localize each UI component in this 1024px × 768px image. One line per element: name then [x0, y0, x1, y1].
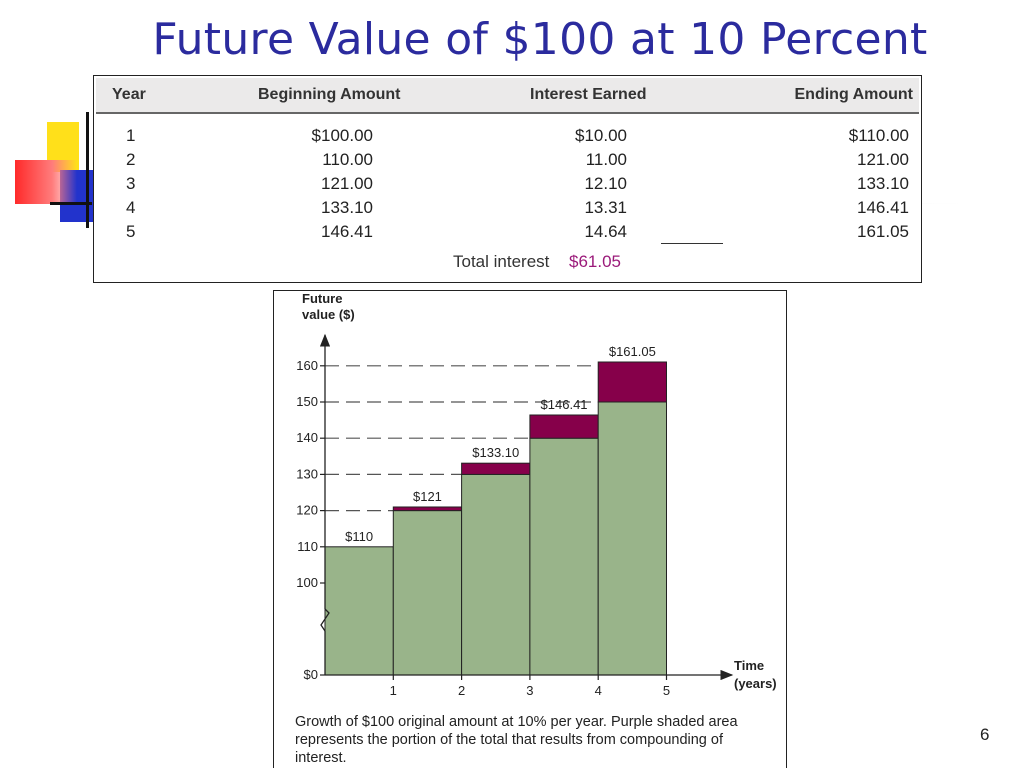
decor-red-gradient-square — [15, 160, 77, 204]
cell-beginning-amount: 121.00 — [321, 174, 373, 193]
data-label: $121 — [413, 489, 442, 504]
y-axis-title: Future — [302, 291, 342, 306]
cell-beginning-amount: $100.00 — [311, 126, 373, 145]
axis-break — [320, 608, 330, 632]
table-row: 2 110.00 11.00 121.00 — [94, 150, 921, 174]
decor-vertical-line — [86, 112, 89, 228]
bar-base — [461, 473, 531, 676]
cell-year: 1 — [126, 126, 136, 145]
x-tick-label: 3 — [526, 683, 533, 698]
bar-base — [597, 401, 668, 676]
cell-ending-amount: 146.41 — [857, 198, 909, 217]
cell-interest-earned: 12.10 — [584, 174, 627, 193]
header-ending-amount: Ending Amount — [794, 86, 914, 103]
bar-compound — [392, 506, 463, 512]
header-year: Year — [112, 86, 146, 103]
data-label: $133.10 — [472, 445, 519, 460]
x-tick-label: 4 — [595, 683, 602, 698]
cell-beginning-amount: 133.10 — [321, 198, 373, 217]
x-axis-title: Time — [734, 658, 764, 673]
bar-base — [392, 510, 463, 676]
cell-ending-amount: 161.05 — [857, 222, 909, 241]
x-tick-label: 1 — [390, 683, 397, 698]
table-row: 1 $100.00 $10.00 $110.00 — [94, 126, 921, 150]
x-tick-label: 2 — [458, 683, 465, 698]
cell-interest-earned: 11.00 — [585, 150, 627, 169]
cell-year: 3 — [126, 174, 136, 193]
cell-year: 4 — [126, 198, 136, 217]
y-tick-label: 100 — [296, 575, 318, 590]
data-label: $161.05 — [609, 344, 656, 359]
slide-title: Future Value of $100 at 10 Percent — [152, 14, 928, 65]
chart-caption: Growth of $100 original amount at 10% pe… — [295, 714, 738, 766]
total-interest-label: Total interest — [453, 252, 550, 271]
cell-ending-amount: 121.00 — [857, 150, 909, 169]
cell-year: 5 — [126, 222, 136, 241]
table-row: 5 146.41 14.64 161.05 — [94, 222, 921, 246]
chart-plot: $110 $121 $133.10 $146.41 $161.05 $0 100 110 120… — [296, 291, 777, 698]
bar-compound — [529, 414, 599, 439]
future-value-table: Year Beginning Amount Interest Earned En… — [93, 75, 922, 283]
data-label: $110 — [345, 529, 373, 544]
header-interest-earned: Interest Earned — [530, 86, 647, 103]
y-tick-label: 160 — [296, 358, 318, 373]
future-value-chart: $110 $121 $133.10 $146.41 $161.05 $0 100 110 120… — [273, 290, 787, 768]
x-tick-label: 5 — [663, 683, 670, 698]
bar-base — [529, 437, 599, 676]
y-axis-title: value ($) — [302, 307, 355, 322]
table-row: 3 121.00 12.10 133.10 — [94, 174, 921, 198]
page-number: 6 — [980, 725, 990, 744]
decor-horizontal-line — [50, 202, 92, 205]
x-axis-title: (years) — [734, 676, 777, 691]
table-row: 4 133.10 13.31 146.41 — [94, 198, 921, 222]
cell-interest-earned: $10.00 — [575, 126, 627, 145]
y-tick-label: 150 — [296, 394, 318, 409]
y-tick-label: 110 — [297, 539, 318, 554]
header-beginning-amount: Beginning Amount — [258, 86, 401, 103]
y-tick-label: $0 — [304, 667, 318, 682]
cell-beginning-amount: 146.41 — [321, 222, 373, 241]
interest-sum-underline — [661, 243, 723, 244]
total-interest-value: $61.05 — [569, 252, 621, 271]
cell-interest-earned: 13.31 — [584, 198, 627, 217]
y-tick-label: 130 — [296, 466, 318, 481]
cell-year: 2 — [126, 150, 136, 169]
cell-interest-earned: 14.64 — [584, 222, 627, 241]
y-tick-label: 140 — [296, 430, 318, 445]
table-header: Year Beginning Amount Interest Earned En… — [96, 78, 919, 114]
cell-ending-amount: 133.10 — [857, 174, 909, 193]
cell-ending-amount: $110.00 — [848, 126, 909, 145]
y-tick-label: 120 — [296, 503, 318, 518]
data-label: $146.41 — [541, 397, 588, 412]
bar-compound — [461, 462, 531, 475]
cell-beginning-amount: 110.00 — [322, 150, 373, 169]
bar-compound — [597, 361, 668, 403]
bar-base — [324, 546, 394, 676]
